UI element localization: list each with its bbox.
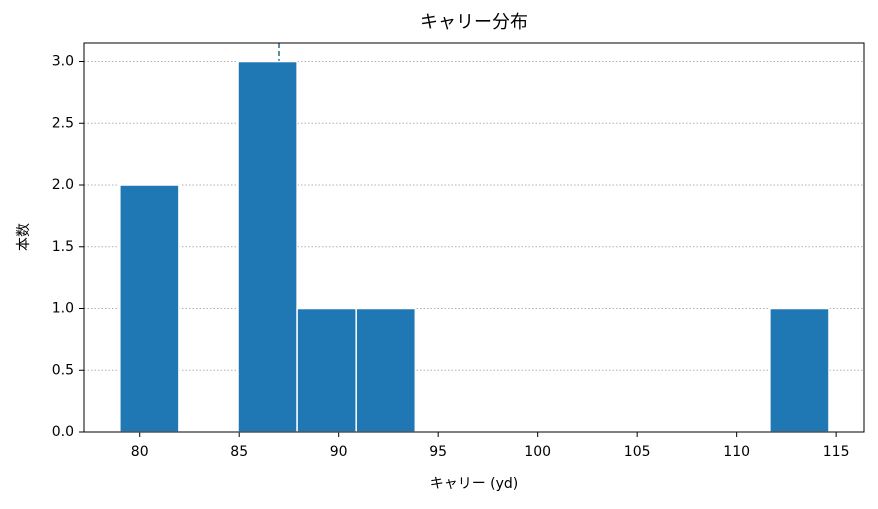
bar [355, 307, 417, 433]
plot-frame [83, 42, 865, 433]
y-tick-label: 2.5 [52, 115, 74, 131]
y-tick-label: 0.5 [52, 362, 74, 378]
x-tick-label: 100 [524, 444, 551, 460]
bar [119, 184, 180, 433]
y-tick-label: 1.5 [52, 239, 74, 255]
x-tick-label: 85 [230, 444, 248, 460]
x-tick-label: 80 [131, 444, 149, 460]
bar [296, 307, 357, 433]
x-tick-label: 105 [624, 444, 651, 460]
y-tick-label: 3.0 [52, 54, 74, 70]
x-tick-label: 115 [823, 444, 850, 460]
y-tick-label: 1.0 [52, 301, 74, 317]
bar [769, 307, 830, 433]
x-tick-label: 110 [723, 444, 750, 460]
chart-title: キャリー分布 [420, 12, 528, 33]
bar [237, 60, 298, 433]
x-tick-label: 90 [330, 444, 348, 460]
x-axis-label: キャリー (yd) [430, 476, 519, 492]
y-axis-label: 本数 [16, 223, 32, 251]
x-tick-label: 95 [429, 444, 447, 460]
y-tick-label: 0.0 [52, 424, 74, 440]
y-tick-label: 2.0 [52, 177, 74, 193]
